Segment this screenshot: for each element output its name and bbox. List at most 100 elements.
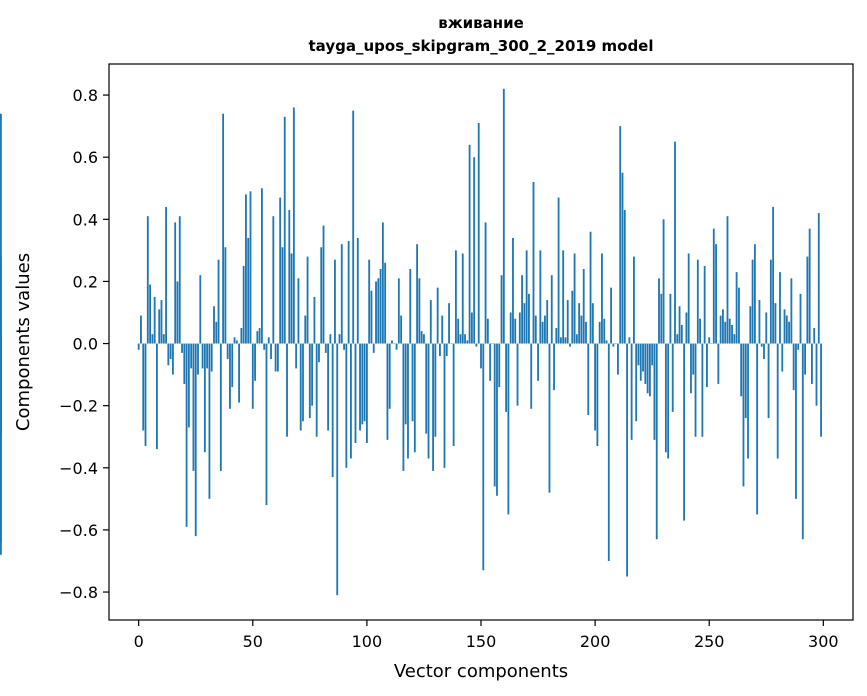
bar [222, 113, 225, 344]
bar [678, 306, 681, 344]
bar [680, 324, 683, 344]
bar [279, 197, 282, 344]
chart-subtitle: tayga_upos_skipgram_300_2_2019 model [309, 37, 654, 55]
bar [242, 265, 245, 344]
bar [706, 343, 708, 388]
bar [742, 343, 745, 487]
x-axis-label: Vector components [394, 661, 568, 682]
bar [550, 275, 553, 344]
bar [272, 216, 275, 344]
bar [226, 343, 229, 360]
bar [502, 88, 505, 344]
bar [790, 278, 793, 344]
x-tick-label: 100 [352, 632, 383, 651]
bar [491, 343, 494, 345]
bar [728, 318, 731, 344]
bar [149, 284, 151, 344]
bar [144, 343, 147, 447]
bar-series [0, 88, 822, 596]
bar [633, 256, 635, 344]
bar [484, 222, 487, 344]
bar [297, 278, 300, 344]
bar [445, 343, 448, 356]
bar [585, 321, 587, 344]
bar [265, 343, 268, 506]
bar [452, 343, 455, 447]
bar [724, 321, 727, 344]
bar [288, 209, 291, 344]
bar [393, 343, 396, 345]
bar [806, 256, 809, 344]
bar [708, 337, 711, 344]
bar [514, 318, 517, 344]
bar [635, 343, 638, 422]
bar [644, 343, 647, 384]
bar [425, 343, 428, 434]
bar [249, 191, 252, 344]
bar [231, 343, 234, 388]
bar [381, 222, 384, 344]
bar [420, 331, 423, 344]
bar [619, 126, 622, 344]
bar [233, 337, 236, 344]
bar [443, 343, 446, 468]
y-tick-label: −0.8 [59, 583, 98, 602]
bar [235, 340, 238, 344]
bar [767, 343, 770, 419]
bar [664, 343, 667, 453]
bar [564, 337, 567, 344]
bar [276, 343, 279, 372]
bar [493, 343, 496, 487]
bar [792, 343, 795, 391]
bar [363, 343, 366, 422]
bar [352, 110, 355, 344]
x-axis: 0 50 100 150 200 250 300 [134, 620, 839, 651]
bar [751, 259, 754, 344]
bar [361, 343, 364, 425]
bar [187, 343, 190, 428]
bar [674, 141, 676, 344]
bar [315, 343, 318, 437]
bar [256, 331, 259, 344]
bar [450, 343, 453, 345]
bar [368, 259, 371, 344]
bar [578, 303, 581, 344]
bar [715, 244, 717, 344]
bar [176, 281, 179, 344]
bar [308, 343, 311, 419]
bar [690, 343, 692, 394]
bar [482, 343, 485, 571]
bar [153, 296, 156, 344]
bar [753, 244, 756, 344]
bar [156, 343, 158, 450]
bar [779, 272, 781, 344]
x-tick-label: 150 [466, 632, 497, 651]
y-axis: −0.8 −0.6 −0.4 −0.2 0.0 0.2 0.4 0.6 0.8 [59, 86, 109, 602]
bar [158, 309, 161, 344]
bar [489, 343, 492, 381]
bar [722, 309, 724, 344]
bar [758, 300, 761, 344]
bar [512, 237, 514, 344]
bar [518, 312, 521, 344]
bar [639, 343, 642, 381]
bar [379, 269, 382, 344]
bar [439, 343, 441, 356]
bar [247, 237, 250, 344]
bar [365, 343, 368, 443]
bar [174, 222, 177, 344]
bar [146, 216, 149, 344]
bar [496, 343, 498, 496]
bar [539, 250, 542, 344]
bar [299, 343, 302, 431]
bar [192, 343, 195, 471]
bar [423, 334, 425, 344]
bar [464, 334, 466, 344]
bar [580, 315, 583, 344]
bar [140, 315, 142, 344]
bar [733, 334, 736, 344]
bar [151, 334, 154, 344]
bar [541, 321, 544, 344]
bar [658, 278, 660, 344]
